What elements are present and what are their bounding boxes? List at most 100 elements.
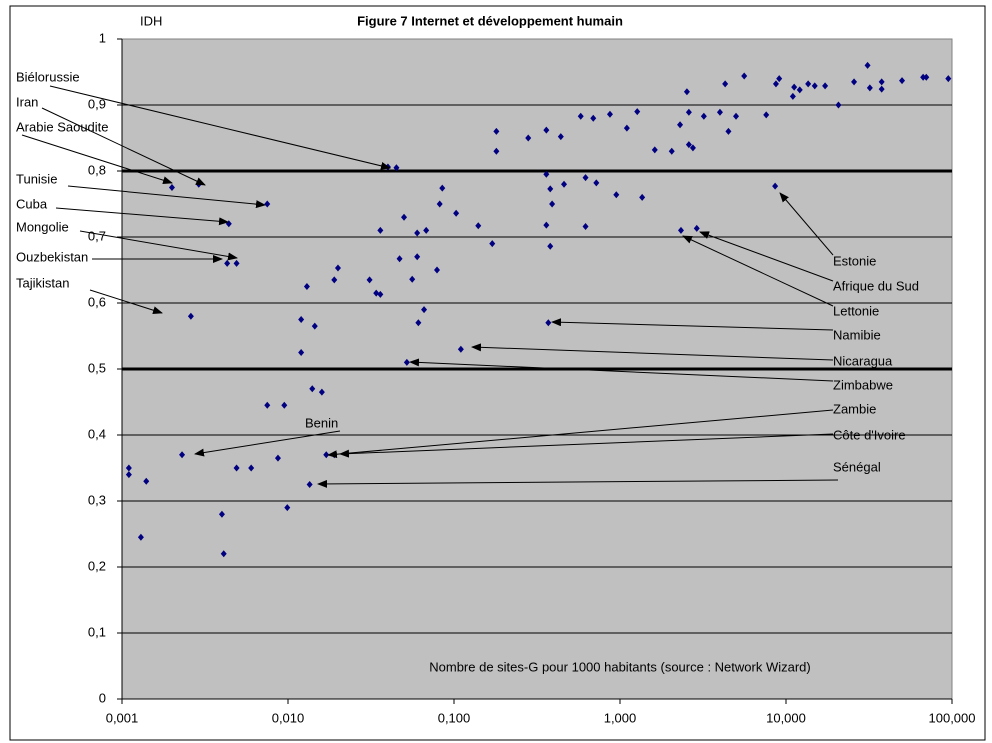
annotation: Zimbabwe [833,377,893,392]
annotation: Mongolie [16,219,69,234]
point [543,221,550,229]
x-tick-label: 0,100 [438,710,471,725]
annotation: Afrique du Sud [833,278,919,293]
annotation-arrow [194,430,341,457]
y-axis-label: IDH [140,13,162,28]
point [577,112,584,120]
point [248,464,255,472]
point [822,82,829,90]
chart-title: Figure 7 Internet et développement humai… [357,13,623,28]
point [700,112,707,120]
point [436,200,443,208]
point [725,127,732,135]
point [318,388,325,396]
y-tick-label: 0,1 [88,624,106,639]
point [439,184,446,192]
annotation-arrow [317,479,839,488]
annotation-arrow [779,192,834,256]
point [668,147,675,155]
point [303,283,310,290]
point [543,126,550,134]
point [125,471,132,479]
point [309,385,316,393]
point [683,88,690,96]
point [298,349,305,356]
point [613,191,620,199]
point [414,253,421,261]
point [763,111,770,119]
point [331,276,338,284]
annotation-arrow [79,230,238,261]
point [606,110,613,118]
annotation: Ouzbekistan [16,249,88,264]
point [805,80,812,88]
annotation: Zambie [833,401,876,416]
annotation: Iran [16,94,38,109]
point [393,164,400,172]
y-tick-label: 0,2 [88,558,106,573]
point [677,121,684,129]
point [811,82,818,90]
point [789,92,796,100]
point [864,61,871,69]
point [878,85,885,93]
point [434,266,441,274]
x-tick-label: 0,001 [106,710,139,725]
point [284,504,291,512]
annotation-arrow [327,409,834,459]
x-tick-label: 0,010 [272,710,305,725]
point [590,114,597,122]
point [187,312,194,320]
y-tick-label: 0,6 [88,294,106,309]
point [401,213,408,221]
x-tick-label: 100,000 [929,710,976,725]
point [920,73,927,81]
point [835,101,842,109]
point [899,77,906,85]
point [685,141,692,149]
y-tick-label: 0 [99,690,106,705]
point [143,477,150,485]
point [878,78,885,86]
point [634,108,641,116]
point [851,78,858,86]
point [772,182,779,190]
point [475,222,482,230]
point [306,481,313,488]
point [298,316,305,323]
annotation-arrow [41,107,206,186]
point [945,75,952,83]
point [689,144,696,152]
annotation: Namibie [833,327,881,342]
annotation-arrow [682,235,834,307]
point [233,464,240,472]
y-tick-label: 0,9 [88,96,106,111]
point [866,84,873,92]
annotation: Estonie [833,253,876,268]
point [366,276,373,284]
annotation: Benin [305,415,338,430]
y-tick-label: 0,8 [88,162,106,177]
point [776,75,783,83]
point [415,319,422,327]
point [741,72,748,80]
point [693,224,700,232]
point [557,133,564,141]
point [168,184,175,191]
point [311,322,318,330]
annotation: Biélorussie [16,69,80,84]
point [593,179,600,187]
point [561,180,568,188]
point [489,240,496,248]
point [274,454,281,462]
annotation-arrow [339,433,834,458]
point [220,550,227,558]
point [457,345,464,353]
x-axis-label: Nombre de sites-G pour 1000 habitants (s… [429,659,811,674]
y-tick-label: 0,4 [88,426,106,441]
point [281,401,288,409]
annotation-arrow [49,85,391,170]
point [233,259,240,267]
annotation-arrow [699,231,834,282]
point [414,229,421,237]
